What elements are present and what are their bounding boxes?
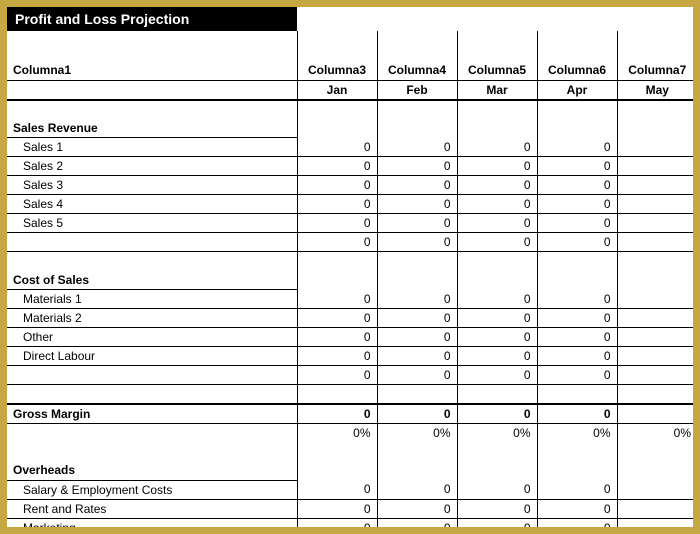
table-row: Materials 20000: [7, 309, 697, 328]
table-row: Sales 10000: [7, 138, 697, 157]
month-header: Feb: [377, 80, 457, 100]
gross-margin-label: Gross Margin: [7, 404, 297, 424]
month-header: May: [617, 80, 697, 100]
col-header: Columna3: [297, 61, 377, 80]
cost-total-row: 0000: [7, 366, 697, 385]
table-row: Salary & Employment Costs0000: [7, 480, 697, 499]
table-row: Marketing0000: [7, 518, 697, 534]
row-header-label: Columna1: [7, 61, 297, 80]
sales-total-row: 0000: [7, 233, 697, 252]
table-row: Rent and Rates0000: [7, 499, 697, 518]
section-cost-of-sales: Cost of Sales: [7, 271, 697, 290]
col-header: Columna4: [377, 61, 457, 80]
month-header: Mar: [457, 80, 537, 100]
table-row: Other0000: [7, 328, 697, 347]
spreadsheet-frame: Profit and Loss Projection Columna1 Colu…: [0, 0, 700, 534]
section-sales-revenue: Sales Revenue: [7, 119, 697, 138]
month-header: Jan: [297, 80, 377, 100]
column-header-row: Columna1 Columna3 Columna4 Columna5 Colu…: [7, 61, 697, 80]
gross-margin-row: Gross Margin 0 0 0 0: [7, 404, 697, 424]
table-row: Sales 40000: [7, 195, 697, 214]
table-row: Direct Labour0000: [7, 347, 697, 366]
table-row: Sales 50000: [7, 214, 697, 233]
month-header: Apr: [537, 80, 617, 100]
month-header-row: Jan Feb Mar Apr May: [7, 80, 697, 100]
table-row: Sales 20000: [7, 157, 697, 176]
col-header: Columna5: [457, 61, 537, 80]
table-row: Sales 30000: [7, 176, 697, 195]
section-label: Sales Revenue: [7, 119, 297, 138]
table-row: Materials 10000: [7, 290, 697, 309]
section-label: Overheads: [7, 461, 297, 480]
title-bar: Profit and Loss Projection: [7, 7, 297, 31]
gross-margin-pct-row: 0% 0% 0% 0% 0%: [7, 423, 697, 442]
section-label: Cost of Sales: [7, 271, 297, 290]
section-overheads: Overheads: [7, 461, 697, 480]
col-header: Columna7: [617, 61, 697, 80]
col-header: Columna6: [537, 61, 617, 80]
projection-table: Columna1 Columna3 Columna4 Columna5 Colu…: [7, 31, 697, 534]
